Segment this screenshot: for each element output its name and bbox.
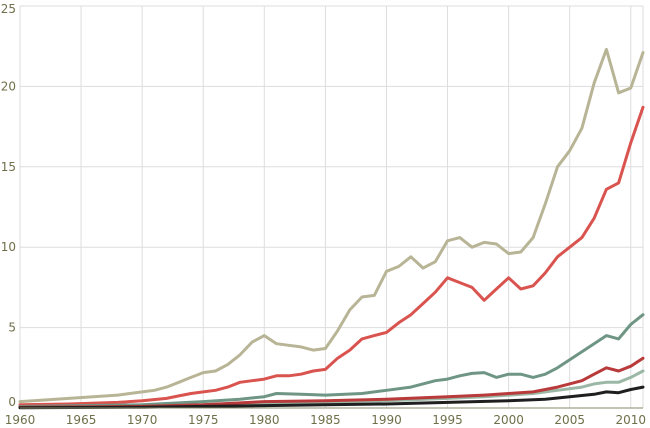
- x-tick-label: 1980: [249, 413, 280, 427]
- y-axis-ticks: 0 5 10 15 20 25: [1, 2, 16, 409]
- y-tick-label: 15: [1, 160, 16, 174]
- series-line-2: [18, 105, 645, 407]
- x-tick-label: 1995: [432, 413, 463, 427]
- x-tick-label: 2000: [493, 413, 524, 427]
- x-tick-label: 2005: [554, 413, 585, 427]
- series-line-1: [18, 47, 645, 404]
- y-tick-label: 0: [8, 395, 16, 409]
- series-line-3: [18, 313, 645, 408]
- y-tick-label: 20: [1, 79, 16, 93]
- y-tick-label: 25: [1, 2, 16, 16]
- x-axis-ticks: 1960 1965 1970 1975 1980 1985 1990 1995 2000 2005…: [5, 413, 646, 427]
- series-group: [18, 47, 645, 410]
- x-tick-label: 1965: [66, 413, 97, 427]
- x-tick-label: 1970: [127, 413, 158, 427]
- grid: [19, 5, 644, 409]
- series-line-5: [18, 356, 645, 409]
- y-tick-label: 5: [8, 321, 16, 335]
- x-tick-label: 2010: [616, 413, 647, 427]
- x-tick-label: 1985: [310, 413, 341, 427]
- series-line-6: [18, 385, 645, 410]
- y-tick-label: 10: [1, 240, 16, 254]
- x-tick-label: 1990: [371, 413, 402, 427]
- x-tick-label: 1960: [5, 413, 36, 427]
- x-tick-label: 1975: [188, 413, 219, 427]
